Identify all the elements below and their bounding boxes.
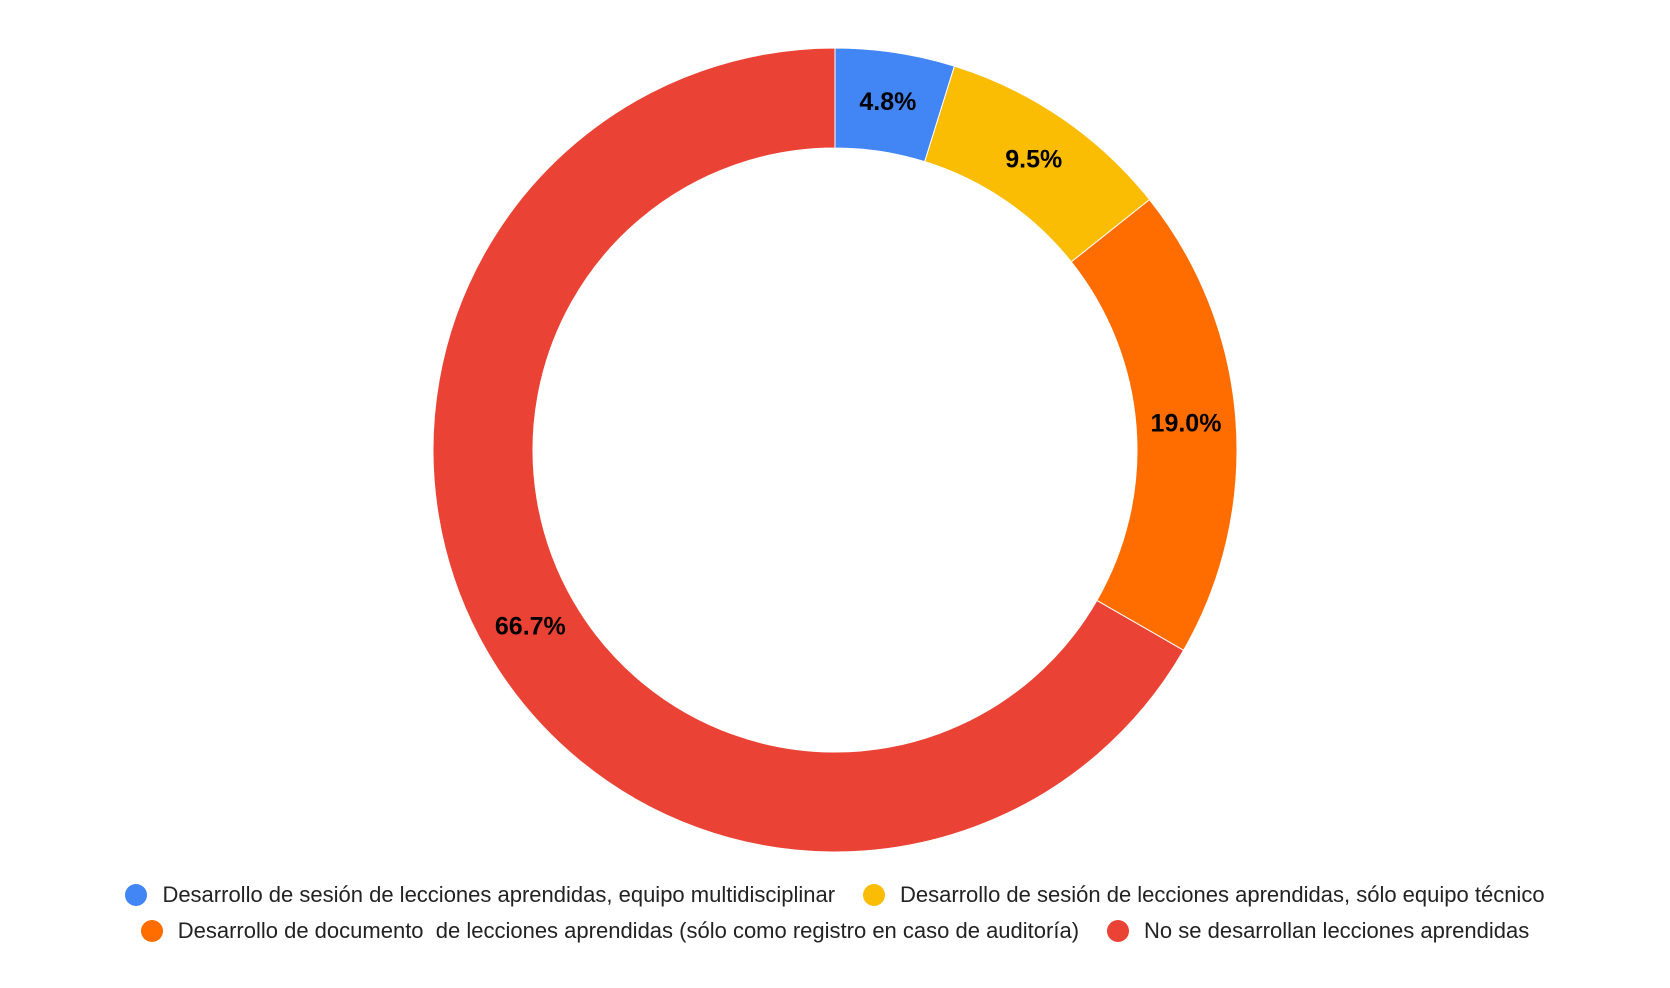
legend-row-2: Desarrollo de documento de lecciones apr… <box>0 913 1670 949</box>
slice-label-1: 4.8% <box>859 88 916 116</box>
legend-item-solo-equipo-tecnico[interactable]: Desarrollo de sesión de lecciones aprend… <box>863 882 1545 908</box>
legend-item-equipo-multidisciplinar[interactable]: Desarrollo de sesión de lecciones aprend… <box>125 882 835 908</box>
donut-slices <box>432 47 1238 853</box>
legend: Desarrollo de sesión de lecciones aprend… <box>0 877 1670 949</box>
legend-row-1: Desarrollo de sesión de lecciones aprend… <box>0 877 1670 913</box>
slice-label-2: 9.5% <box>1005 145 1062 173</box>
legend-label: Desarrollo de sesión de lecciones aprend… <box>900 882 1545 907</box>
legend-swatch <box>140 920 163 942</box>
legend-label: Desarrollo de sesión de lecciones aprend… <box>162 882 836 907</box>
legend-swatch <box>863 884 886 906</box>
slice-labels: 4.8% 9.5% 19.0% 66.7% <box>495 88 1222 640</box>
slice-label-3: 19.0% <box>1151 409 1222 437</box>
legend-item-documento-auditoria[interactable]: Desarrollo de documento de lecciones apr… <box>140 918 1080 944</box>
legend-label: Desarrollo de documento de lecciones apr… <box>177 918 1080 943</box>
legend-label: No se desarrollan lecciones aprendidas <box>1144 918 1530 943</box>
legend-swatch <box>125 884 148 906</box>
legend-swatch <box>1107 920 1130 942</box>
slice-label-4: 66.7% <box>495 612 566 640</box>
legend-item-no-se-desarrollan[interactable]: No se desarrollan lecciones aprendidas <box>1107 918 1529 944</box>
donut-slice-4[interactable] <box>432 47 1185 853</box>
